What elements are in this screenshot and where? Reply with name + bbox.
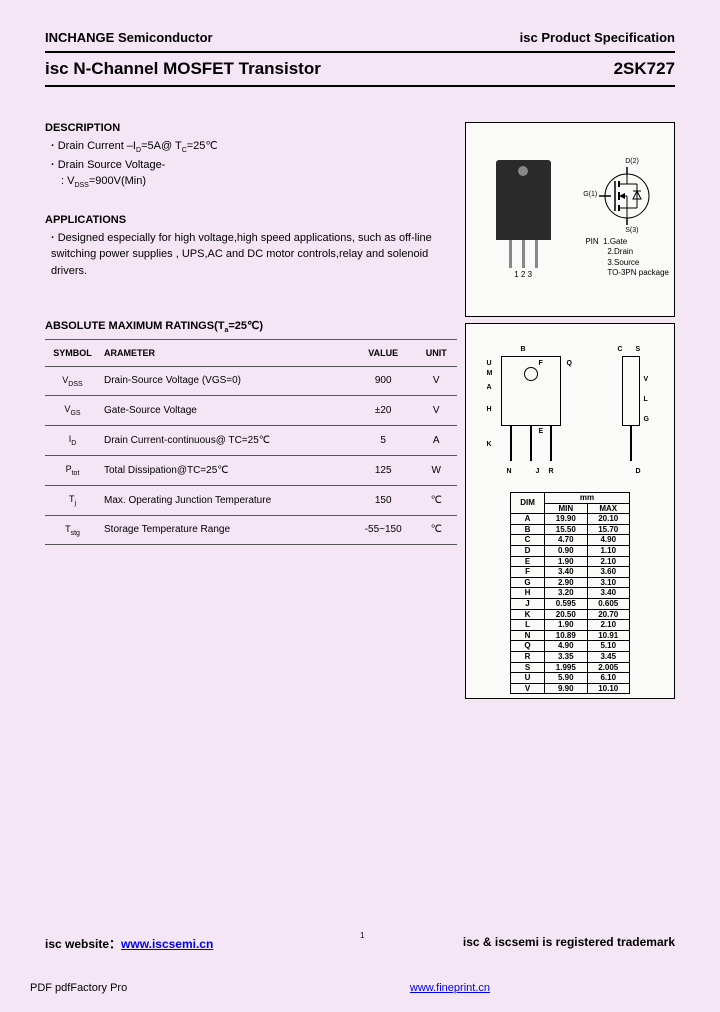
table-row: Q4.905.10 — [511, 641, 630, 652]
pdf-generator-label: PDF pdfFactory Pro — [30, 982, 127, 994]
doc-type: isc Product Specification — [520, 30, 675, 45]
desc-item: Drain Current –ID=5A@ TC=25℃ — [51, 138, 457, 157]
table-row: S1.9952.005 — [511, 662, 630, 673]
app-item: Designed especially for high voltage,hig… — [51, 230, 457, 280]
table-row: A19.9020.10 — [511, 514, 630, 525]
dimensions-table: DIMmm MINMAX A19.9020.10 B15.5015.70 C4.… — [510, 492, 630, 694]
ratings-table: SYMBOL ARAMETER VALUE UNIT VDSSDrain-Sou… — [45, 339, 457, 546]
package-box: 1 2 3 — [465, 122, 675, 317]
table-header-row: SYMBOL ARAMETER VALUE UNIT — [45, 339, 457, 366]
pin-legend: PIN 1.Gate 2.Drain 3.Source TO-3PN packa… — [585, 237, 669, 279]
product-title: isc N-Channel MOSFET Transistor — [45, 59, 321, 79]
outline-side-icon — [622, 356, 640, 426]
table-row: U5.906.10 — [511, 673, 630, 684]
page-footer: isc website：www.iscsemi.cn 1 isc & iscse… — [45, 935, 675, 952]
dimensions-box: B U Q M A H K F E N J R — [465, 323, 675, 699]
table-row: K20.5020.70 — [511, 609, 630, 620]
col-value: VALUE — [351, 339, 415, 366]
col-symbol: SYMBOL — [45, 339, 100, 366]
bottom-bar: PDF pdfFactory Pro www.fineprint.cn — [30, 982, 690, 994]
table-row: TjMax. Operating Junction Temperature150… — [45, 485, 457, 515]
pin-numbers: 1 2 3 — [514, 270, 532, 279]
table-row: G2.903.10 — [511, 577, 630, 588]
table-row: V9.9010.10 — [511, 683, 630, 694]
table-row: VGSGate-Source Voltage±20V — [45, 396, 457, 426]
table-row: E1.902.10 — [511, 556, 630, 567]
table-row: PtotTotal Dissipation@TC=25℃125W — [45, 455, 457, 485]
outline-front-icon — [501, 356, 561, 426]
left-column: DESCRIPTION Drain Current –ID=5A@ TC=25℃… — [45, 122, 465, 699]
table-row: J0.5950.605 — [511, 598, 630, 609]
applications-heading: APPLICATIONS — [45, 214, 457, 226]
divider — [45, 85, 675, 87]
datasheet-page: INCHANGE Semiconductor isc Product Speci… — [0, 0, 720, 719]
package-drawing: 1 2 3 — [466, 123, 580, 316]
description-list: Drain Current –ID=5A@ TC=25℃ Drain Sourc… — [51, 138, 457, 192]
part-number: 2SK727 — [614, 59, 675, 79]
col-param: ARAMETER — [100, 339, 351, 366]
table-row: L1.902.10 — [511, 620, 630, 631]
ratings-heading: ABSOLUTE MAXIMUM RATINGS(Ta=25℃) — [45, 319, 457, 334]
mosfet-schematic-icon: D(2) G(1) S(3) — [587, 161, 667, 231]
table-row: H3.203.40 — [511, 588, 630, 599]
description-heading: DESCRIPTION — [45, 122, 457, 134]
table-row: D0.901.10 — [511, 545, 630, 556]
terminal-s-label: S(3) — [625, 227, 638, 234]
right-column: 1 2 3 — [465, 122, 675, 699]
title-row: isc N-Channel MOSFET Transistor 2SK727 — [45, 59, 675, 79]
desc-item: Drain Source Voltage- — [51, 157, 457, 174]
desc-subitem: : VDSS=900V(Min) — [61, 173, 457, 192]
website-link[interactable]: www.iscsemi.cn — [121, 937, 213, 951]
website-label: isc website：www.iscsemi.cn — [45, 935, 213, 952]
terminal-g-label: G(1) — [583, 191, 597, 198]
table-row: VDSSDrain-Source Voltage (VGS=0)900V — [45, 366, 457, 396]
fineprint-link[interactable]: www.fineprint.cn — [410, 982, 490, 994]
trademark-text: isc & iscsemi is registered trademark — [463, 935, 675, 952]
table-row: C4.704.90 — [511, 535, 630, 546]
table-row: R3.353.45 — [511, 651, 630, 662]
table-row: IDDrain Current-continuous@ TC=25℃5A — [45, 426, 457, 456]
table-row: F3.403.60 — [511, 567, 630, 578]
schematic-area: D(2) G(1) S(3) PIN 1.Gate 2.Drain 3.Sour… — [580, 123, 674, 316]
divider — [45, 51, 675, 53]
header-row: INCHANGE Semiconductor isc Product Speci… — [45, 30, 675, 45]
terminal-d-label: D(2) — [625, 158, 639, 165]
content-area: DESCRIPTION Drain Current –ID=5A@ TC=25℃… — [45, 122, 675, 699]
applications-text: Designed especially for high voltage,hig… — [51, 230, 457, 280]
company-name: INCHANGE Semiconductor — [45, 30, 213, 45]
transistor-body-icon — [496, 160, 551, 240]
table-row: TstgStorage Temperature Range-55~150℃ — [45, 515, 457, 545]
col-unit: UNIT — [415, 339, 457, 366]
table-row: N10.8910.91 — [511, 630, 630, 641]
table-row: B15.5015.70 — [511, 524, 630, 535]
pins-icon — [509, 240, 538, 268]
dimension-drawing: B U Q M A H K F E N J R — [470, 328, 670, 488]
page-number: 1 — [360, 931, 364, 940]
